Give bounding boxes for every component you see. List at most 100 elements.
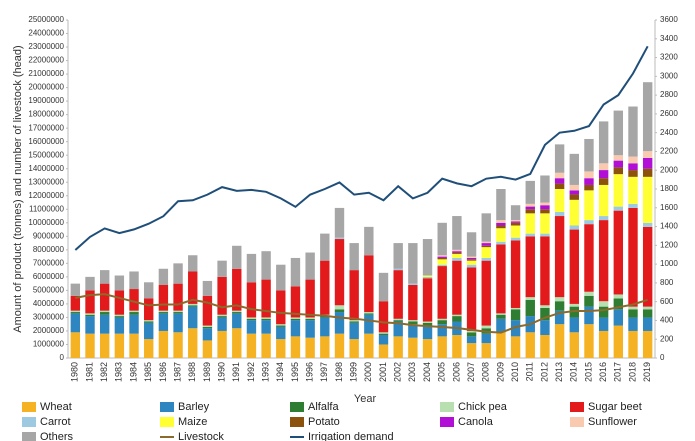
bar-segment xyxy=(437,257,447,260)
y2-tick-label: 1000 xyxy=(660,259,678,268)
y-tick-label: 7000000 xyxy=(33,258,65,267)
bar-segment xyxy=(642,226,653,307)
y2-tick-label: 200 xyxy=(660,334,674,343)
bar-segment xyxy=(540,205,550,210)
bar-segment xyxy=(598,216,609,221)
bar-segment xyxy=(613,294,624,299)
x-tick-label: 2014 xyxy=(569,362,579,382)
bar-segment xyxy=(158,313,169,331)
bar-segment xyxy=(628,207,638,307)
bar-segment xyxy=(422,322,433,326)
bar-segment xyxy=(466,336,477,344)
y-tick-label: 24000000 xyxy=(28,29,64,38)
bar-segment xyxy=(569,303,579,307)
bar-segment xyxy=(540,236,550,306)
bar-segment xyxy=(378,272,389,302)
bar-segment xyxy=(496,318,506,333)
bar-segment xyxy=(584,291,594,296)
y-tick-label: 22000000 xyxy=(28,56,64,65)
legend-label: Carrot xyxy=(40,416,71,428)
x-tick-label: 2007 xyxy=(466,362,476,382)
bar-segment xyxy=(613,174,624,207)
legend-swatch xyxy=(570,402,584,412)
y-tick-label: 3000000 xyxy=(33,313,65,322)
legend-label: Wheat xyxy=(40,401,72,413)
bar-segment xyxy=(232,328,242,358)
bar-segment xyxy=(232,268,242,311)
bar-segment xyxy=(540,233,550,237)
bar-segment xyxy=(393,320,403,322)
bar-segment xyxy=(114,316,125,318)
y2-tick-label: 2600 xyxy=(660,109,678,118)
bar-segment xyxy=(305,252,315,280)
bar-segment xyxy=(452,216,462,250)
bar-segment xyxy=(349,270,359,321)
bar-segment xyxy=(290,320,301,337)
bar-segment xyxy=(70,332,81,358)
bar-segment xyxy=(349,243,359,271)
bar-segment xyxy=(452,314,462,317)
x-tick-label: 2011 xyxy=(525,362,535,381)
bar-segment xyxy=(70,313,81,333)
bar-segment xyxy=(496,222,506,226)
bar-segment xyxy=(305,279,315,318)
bar-segment xyxy=(525,180,535,204)
bar-segment xyxy=(642,157,653,169)
y-tick-label: 8000000 xyxy=(33,245,65,254)
bar-segment xyxy=(246,282,257,318)
bar-segment xyxy=(628,330,638,358)
bar-segment xyxy=(466,332,477,337)
bar-segment xyxy=(276,264,286,291)
bar-segment xyxy=(584,171,594,179)
x-tick-label: 1982 xyxy=(99,362,109,382)
bar-segment xyxy=(554,297,565,302)
bar-segment xyxy=(525,206,535,210)
bar-segment xyxy=(246,333,257,358)
legend-label: Canola xyxy=(458,416,494,428)
y2-tick-label: 1200 xyxy=(660,240,678,249)
bar-segment xyxy=(320,233,330,261)
bar-segment xyxy=(393,321,403,337)
bar-segment xyxy=(642,176,653,223)
bar-segment xyxy=(378,332,389,334)
bar-segment xyxy=(85,290,95,314)
bar-segment xyxy=(334,312,345,334)
bar-segment xyxy=(349,321,359,323)
bar-segment xyxy=(114,275,125,291)
bar-segment xyxy=(349,320,359,322)
x-tick-label: 2013 xyxy=(554,362,564,382)
bar-segment xyxy=(158,284,169,311)
y-tick-label: 12000000 xyxy=(28,191,64,200)
x-tick-label: 2008 xyxy=(481,362,491,382)
bar-segment xyxy=(276,325,286,327)
bar-segment xyxy=(276,290,286,325)
y2-tick-label: 800 xyxy=(660,278,674,287)
bar-segment xyxy=(144,321,154,323)
x-tick-label: 1985 xyxy=(143,362,153,382)
bar-segment xyxy=(525,299,535,317)
bar-segment xyxy=(613,325,624,358)
x-tick-label: 2001 xyxy=(378,362,388,382)
bar-segment xyxy=(628,170,638,177)
bar-segment xyxy=(408,320,418,322)
bar-segment xyxy=(554,310,565,325)
bar-segment xyxy=(496,244,506,314)
y2-tick-label: 3600 xyxy=(660,15,678,24)
x-tick-label: 1992 xyxy=(246,362,256,382)
bar-segment xyxy=(510,225,521,238)
bar-segment xyxy=(613,210,624,295)
bar-segment xyxy=(158,310,169,313)
bar-segment xyxy=(437,259,447,265)
bar-segment xyxy=(85,313,95,315)
y2-tick-label: 0 xyxy=(660,353,665,362)
bar-segment xyxy=(99,310,110,313)
line-series xyxy=(75,293,648,334)
x-tick-label: 1991 xyxy=(231,362,241,382)
bar-segment xyxy=(540,305,550,308)
bar-segment xyxy=(598,301,609,307)
bar-segment xyxy=(290,318,301,321)
bar-segment xyxy=(261,333,271,358)
x-tick-label: 1981 xyxy=(84,362,94,382)
bar-segment xyxy=(569,190,579,195)
bar-segment xyxy=(276,339,286,358)
